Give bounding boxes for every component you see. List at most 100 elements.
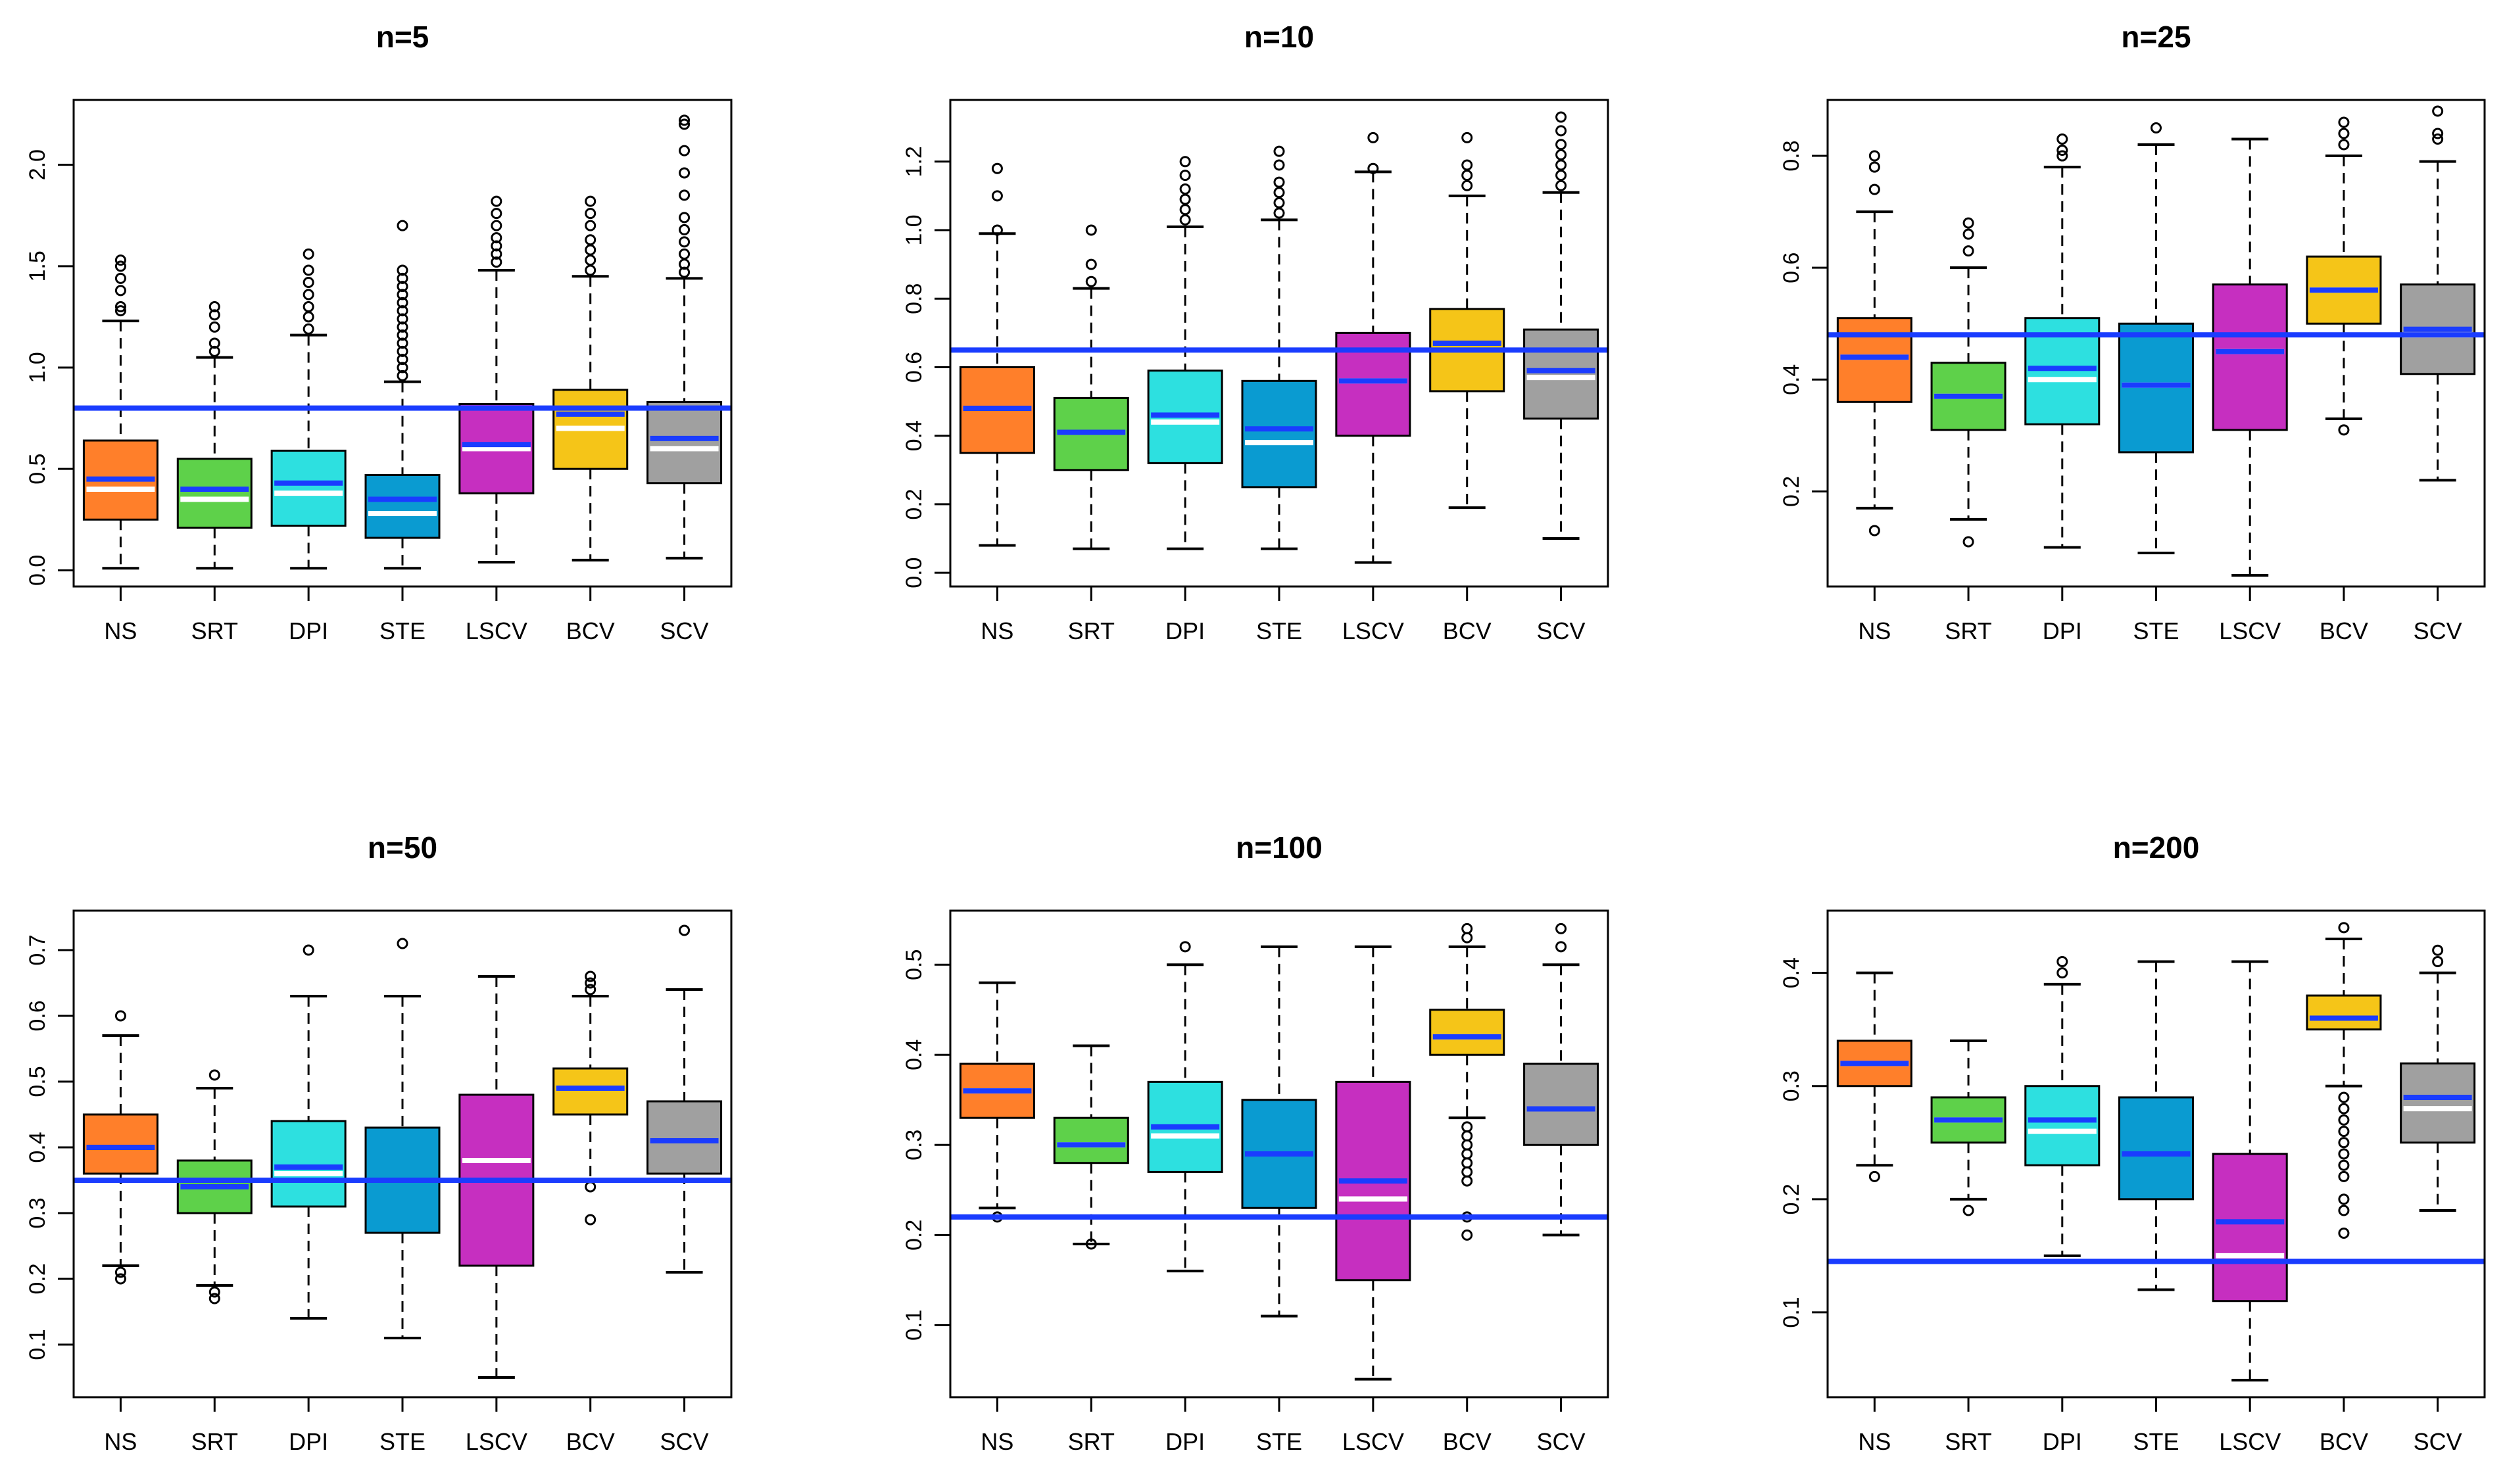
box-srt — [1053, 224, 1129, 550]
outlier-point — [303, 323, 314, 335]
panel-n-50: n=50 0.1 0.2 0.3 0.4 0.5 0.6 0.7 NS SRT DPI STE LSCV… — [25, 830, 733, 1455]
y-tick-label: 0.5 — [902, 949, 927, 980]
outlier-point — [208, 1293, 220, 1304]
x-tick-label: BCV — [2320, 1428, 2368, 1455]
iqr-box — [2118, 322, 2194, 454]
x-tick-label: NS — [981, 1428, 1013, 1455]
panel-title: n=10 — [1244, 20, 1314, 54]
outlier-point — [114, 305, 126, 317]
x-tick-label: SCV — [2414, 617, 2462, 644]
iqr-box — [1053, 1116, 1129, 1164]
outlier-point — [303, 311, 314, 323]
outlier-point — [397, 370, 408, 381]
y-tick-label: 0.5 — [25, 1066, 50, 1097]
outlier-point — [991, 224, 1003, 236]
outlier-point — [208, 345, 220, 357]
box-bcv — [2306, 922, 2382, 1239]
panel-n-5: n=5 0.0 0.5 1.0 1.5 2.0 NS SRT DPI STE LSCV BCV SCV — [25, 20, 733, 644]
outlier-point — [585, 977, 596, 989]
outlier-point — [1461, 1130, 1473, 1142]
outlier-point — [208, 301, 220, 312]
outlier-point — [2338, 1091, 2350, 1103]
iqr-box — [2212, 1153, 2288, 1303]
box-dpi — [2024, 955, 2101, 1257]
outlier-point — [1555, 941, 1567, 953]
y-tick-label: 1.0 — [25, 352, 50, 383]
iqr-box — [1836, 317, 1912, 403]
iqr-box — [1241, 379, 1317, 489]
outlier-point — [1179, 214, 1191, 226]
outlier-point — [679, 224, 691, 235]
outlier-point — [491, 232, 502, 244]
outlier-point — [679, 266, 691, 278]
outlier-point — [1461, 1229, 1473, 1241]
y-tick-label: 0.4 — [25, 1132, 50, 1162]
outlier-point — [1367, 162, 1379, 174]
box-dpi — [2024, 133, 2101, 549]
panel-n-100: n=100 0.1 0.2 0.3 0.4 0.5 NS SRT DPI STE LSCV BCV SC… — [902, 830, 1609, 1455]
outlier-point — [114, 1273, 126, 1285]
x-tick-label: DPI — [289, 1428, 328, 1455]
x-tick-label: SRT — [1068, 1428, 1115, 1455]
y-tick-label: 1.2 — [902, 146, 927, 177]
outlier-point — [679, 236, 691, 248]
box-dpi — [270, 248, 347, 570]
box-scv — [646, 114, 723, 560]
box-lscv — [2212, 137, 2288, 577]
y-tick-label: 0.3 — [1779, 1070, 1804, 1101]
box-bcv — [552, 970, 629, 1226]
box-srt — [1053, 1044, 1129, 1250]
y-tick-label: 0.2 — [25, 1263, 50, 1294]
box-lscv — [1335, 945, 1411, 1381]
iqr-box — [2024, 1085, 2101, 1166]
outlier-point — [1555, 149, 1567, 160]
x-tick-label: DPI — [1165, 617, 1205, 644]
x-tick-label: DPI — [1165, 1428, 1205, 1455]
outlier-point — [991, 190, 1003, 202]
y-tick-label: 0.2 — [1779, 1184, 1804, 1214]
x-tick-label: SRT — [191, 1428, 238, 1455]
x-tick-label: SCV — [1537, 617, 1586, 644]
y-tick-label: 0.3 — [25, 1197, 50, 1228]
outlier-point — [1868, 150, 1880, 162]
outlier-point — [114, 1266, 126, 1278]
outlier-point — [679, 114, 691, 126]
outlier-point — [397, 362, 408, 373]
outlier-point — [114, 272, 126, 284]
box-ns — [82, 1010, 158, 1285]
x-tick-label: STE — [2133, 617, 2179, 644]
outlier-point — [1273, 197, 1285, 208]
iqr-box — [2118, 1096, 2194, 1201]
outlier-point — [2338, 1148, 2350, 1160]
outlier-point — [2338, 1205, 2350, 1216]
outlier-point — [397, 264, 408, 276]
outlier-point — [585, 254, 596, 266]
y-tick-label: 0.1 — [25, 1329, 50, 1360]
iqr-box — [1523, 328, 1599, 420]
outlier-point — [1962, 1205, 1974, 1216]
outlier-point — [1868, 1170, 1880, 1182]
outlier-point — [585, 244, 596, 256]
iqr-box — [646, 400, 723, 485]
outlier-point — [2056, 967, 2068, 979]
outlier-point — [303, 289, 314, 300]
box-ste — [1241, 945, 1317, 1318]
outlier-point — [397, 354, 408, 366]
iqr-box — [646, 1100, 723, 1175]
outlier-point — [1555, 159, 1567, 171]
outlier-point — [585, 1214, 596, 1226]
outlier-point — [1962, 536, 1974, 548]
y-tick-label: 0.5 — [25, 454, 50, 485]
outlier-point — [1085, 224, 1097, 236]
outlier-point — [585, 208, 596, 220]
y-tick-label: 0.4 — [1779, 957, 1804, 988]
box-dpi — [1147, 156, 1223, 550]
y-tick-label: 2.0 — [25, 149, 50, 180]
outlier-point — [114, 285, 126, 297]
box-bcv — [2306, 116, 2382, 436]
outlier-point — [585, 195, 596, 207]
outlier-point — [397, 297, 408, 308]
outlier-point — [2338, 1170, 2350, 1182]
outlier-point — [2338, 128, 2350, 139]
box-ste — [364, 220, 441, 570]
